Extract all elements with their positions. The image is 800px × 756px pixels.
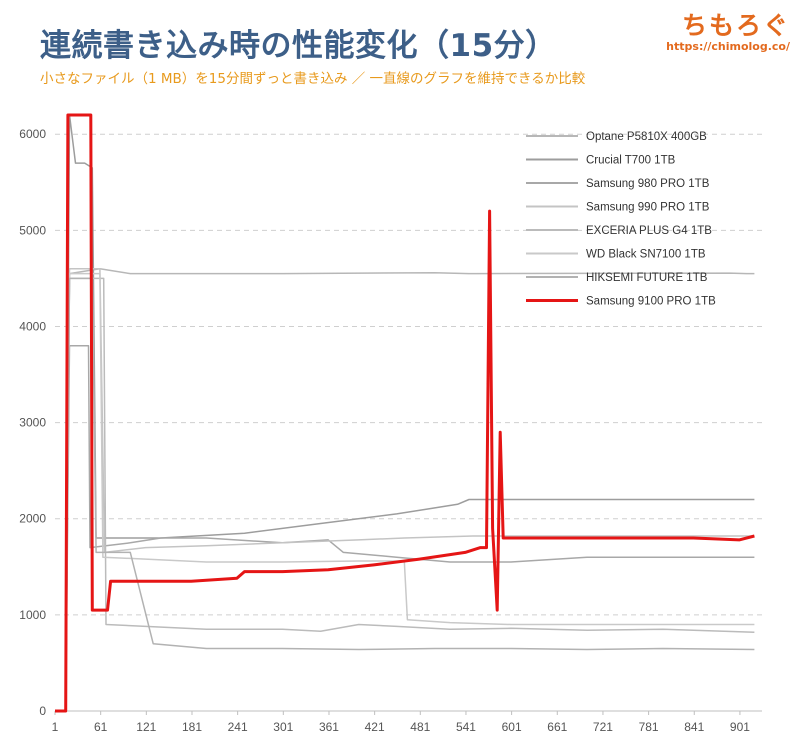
y-tick-label: 3000 xyxy=(19,416,46,430)
series-line-2 xyxy=(64,344,755,712)
x-tick-label: 901 xyxy=(730,720,750,734)
series-line-0 xyxy=(64,268,755,712)
x-tick-label: 301 xyxy=(273,720,293,734)
y-tick-label: 4000 xyxy=(19,319,46,333)
legend-label: HIKSEMI FUTURE 1TB xyxy=(586,272,708,284)
legend-label: Crucial T700 1TB xyxy=(586,155,676,167)
y-tick-label: 2000 xyxy=(19,512,46,526)
x-tick-label: 361 xyxy=(319,720,339,734)
x-tick-label: 481 xyxy=(410,720,430,734)
legend: Optane P5810X 400GB Crucial T700 1TB Samsu… xyxy=(526,131,716,308)
x-tick-label: 721 xyxy=(593,720,613,734)
series-line-6 xyxy=(64,277,755,712)
x-tick-label: 661 xyxy=(547,720,567,734)
x-tick-label: 1 xyxy=(52,720,59,734)
series-line-7 xyxy=(55,113,755,713)
brand-url: https://chimolog.co/ xyxy=(666,40,790,53)
y-tick-label: 6000 xyxy=(19,127,46,141)
y-tick-label: 1000 xyxy=(19,608,46,622)
legend-label: WD Black SN7100 1TB xyxy=(586,249,706,261)
chart-subtitle: 小さなファイル（1 MB）を15分間ずっと書き込み ／ 一直線のグラフを維持でき… xyxy=(40,71,586,87)
x-tick-label: 841 xyxy=(684,720,704,734)
x-tick-label: 541 xyxy=(456,720,476,734)
series-line-1 xyxy=(64,114,755,712)
y-axis-tick-labels: 0 1000 2000 3000 4000 5000 6000 xyxy=(19,127,46,718)
brand-logo: ちもろぐ xyxy=(681,11,790,40)
x-tick-label: 601 xyxy=(502,720,522,734)
x-tick-label: 121 xyxy=(136,720,156,734)
x-tick-label: 241 xyxy=(228,720,248,734)
x-tick-label: 61 xyxy=(94,720,108,734)
legend-label: Optane P5810X 400GB xyxy=(586,131,707,143)
series-lines xyxy=(55,113,755,713)
legend-label: Samsung 990 PRO 1TB xyxy=(586,202,710,214)
x-tick-label: 781 xyxy=(639,720,659,734)
series-line-5 xyxy=(64,272,755,712)
legend-label: Samsung 980 PRO 1TB xyxy=(586,178,710,190)
y-tick-label: 5000 xyxy=(19,223,46,237)
brand: ちもろぐ https://chimolog.co/ xyxy=(666,6,790,53)
series-line-4 xyxy=(64,277,755,712)
grid-lines xyxy=(55,133,762,616)
x-axis-tick-labels: 1 61 121 181 241 301 361 421 481 541 601 661 721 781 8… xyxy=(52,711,750,734)
legend-label: EXCERIA PLUS G4 1TB xyxy=(586,225,712,237)
y-tick-label: 0 xyxy=(39,704,46,718)
legend-label: Samsung 9100 PRO 1TB xyxy=(586,296,716,308)
chart-title: 連続書き込み時の性能変化（15分） xyxy=(40,28,557,64)
x-tick-label: 181 xyxy=(182,720,202,734)
x-tick-label: 421 xyxy=(365,720,385,734)
